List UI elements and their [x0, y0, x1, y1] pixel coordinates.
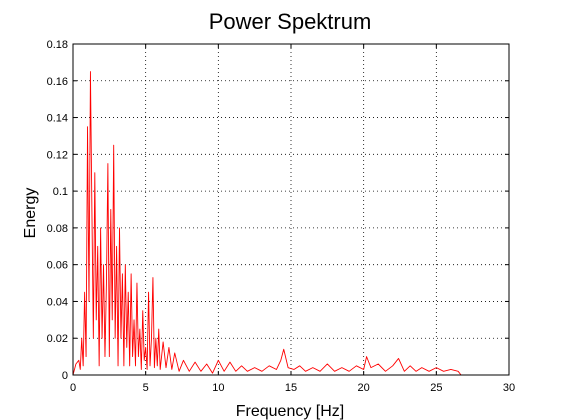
series-layer: [72, 71, 462, 376]
x-tick-label: 10: [212, 382, 224, 394]
x-tick-label: 20: [358, 382, 370, 394]
x-tick-label: 25: [430, 382, 442, 394]
plot-frame: [72, 43, 510, 376]
y-tick-label: 0.18: [47, 39, 68, 51]
x-tick-label: 0: [70, 382, 76, 394]
x-tick-label: 15: [285, 382, 297, 394]
y-tick-label: 0.06: [47, 260, 68, 272]
y-tick-label: 0.08: [47, 223, 68, 235]
x-tick-label: 30: [503, 382, 515, 394]
y-tick-label: 0.12: [47, 149, 68, 161]
grid: [73, 44, 509, 375]
chart-title: Power Spektrum: [209, 9, 372, 34]
y-tick-label: 0.02: [47, 333, 68, 345]
y-tick-label: 0.16: [47, 76, 68, 88]
y-tick-label: 0.04: [47, 296, 68, 308]
y-tick-label: 0: [62, 370, 68, 382]
spectrum-line: [72, 71, 462, 376]
axis-ticks: 0 5 10 15 20 25 30 0 0.02 0.04 0.06 0.08 0.1 0.12 0.14…: [47, 39, 516, 394]
y-tick-label: 0.1: [53, 186, 68, 198]
x-axis-label: Frequency [Hz]: [236, 403, 344, 420]
x-tick-label: 5: [143, 382, 149, 394]
y-tick-label: 0.14: [47, 113, 68, 125]
y-axis-label: Energy: [22, 188, 39, 239]
